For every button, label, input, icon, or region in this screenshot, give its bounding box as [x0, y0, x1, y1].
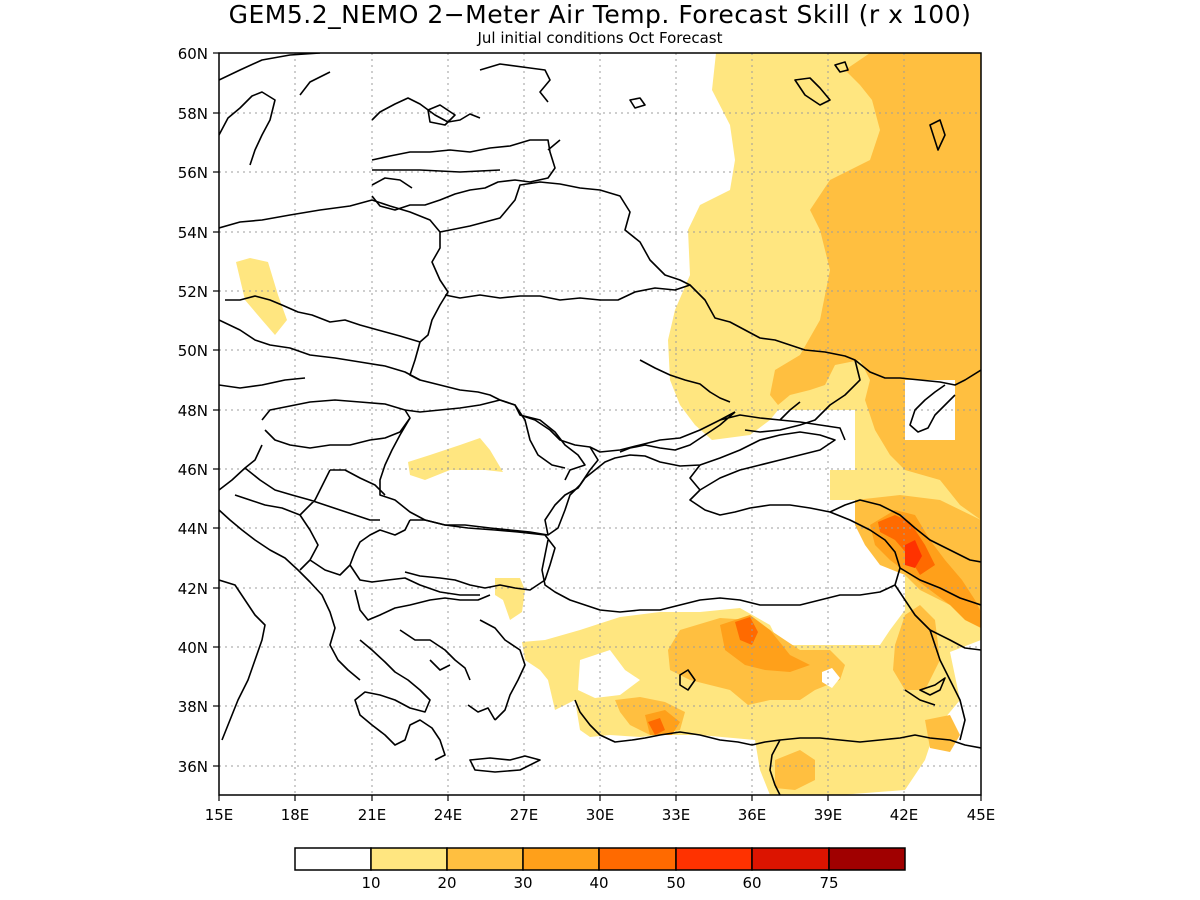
greece-coast	[354, 619, 541, 773]
map-subtitle: Jul initial conditions Oct Forecast	[477, 29, 723, 47]
black-sea-coast	[541, 431, 901, 613]
skill-area-50-60-caucasus	[905, 540, 922, 568]
lat-label: 56N	[178, 164, 208, 182]
skill-hole-azov	[905, 380, 955, 440]
colorbar-swatch	[828, 847, 906, 871]
lat-label: 46N	[178, 461, 208, 479]
lat-label: 58N	[178, 105, 208, 123]
axis-ticks	[213, 52, 982, 801]
lon-label: 18E	[281, 806, 310, 824]
east-turkey-borders	[894, 584, 981, 741]
slovakia-hungary	[219, 319, 421, 449]
lon-label: 27E	[510, 806, 539, 824]
lon-label: 33E	[662, 806, 691, 824]
colorbar-label: 75	[819, 874, 838, 892]
lakes	[427, 61, 946, 696]
lon-label: 45E	[967, 806, 996, 824]
lon-label: 39E	[814, 806, 843, 824]
volga-river	[639, 359, 731, 403]
bulgaria-border	[404, 519, 556, 591]
lon-label: 21E	[358, 806, 387, 824]
lat-label: 36N	[178, 758, 208, 776]
latitude-labels: 60N 58N 56N 54N 52N 50N 48N 46N 44N 42N …	[178, 45, 208, 776]
colorbar-swatch	[675, 847, 753, 871]
crimea-azov	[619, 401, 846, 491]
ukraine-border	[409, 284, 861, 453]
russia-coast	[829, 359, 981, 606]
baltic-states	[371, 139, 561, 211]
lon-label: 24E	[434, 806, 463, 824]
colorbar-label: 50	[666, 874, 685, 892]
skill-hole-turkey-east	[822, 668, 840, 688]
longitude-labels: 15E 18E 21E 24E 27E 30E 33E 36E 39E 42E …	[205, 806, 996, 824]
map-title: GEM5.2_NEMO 2−Meter Air Temp. Forecast S…	[228, 0, 972, 29]
colorbar-label: 30	[513, 874, 532, 892]
skill-hole-turkey	[578, 650, 640, 698]
lat-label: 60N	[178, 45, 208, 63]
lat-label: 54N	[178, 224, 208, 242]
turkey-south-coast	[574, 699, 981, 795]
lon-label: 42E	[890, 806, 919, 824]
skill-area-10-20-hungary	[236, 258, 287, 335]
poland-border	[219, 199, 449, 343]
colorbar-swatch	[522, 847, 600, 871]
lon-label: 36E	[738, 806, 767, 824]
colorbar-swatch	[446, 847, 524, 871]
lon-label: 15E	[205, 806, 234, 824]
colorbar-swatch	[370, 847, 448, 871]
colorbar-swatch	[751, 847, 830, 871]
colorbar-label: 10	[361, 874, 380, 892]
skill-area-10-20-romania	[408, 438, 503, 480]
colorbar: 10 20 30 40 50 60 75	[294, 847, 906, 892]
colorbar-swatch	[598, 847, 677, 871]
skill-area-20-30-southeast-turkey	[775, 750, 815, 790]
lat-label: 52N	[178, 283, 208, 301]
coastlines-borders	[219, 53, 981, 795]
lat-label: 38N	[178, 698, 208, 716]
lat-label: 42N	[178, 580, 208, 598]
belarus-border	[439, 181, 691, 301]
colorbar-label: 40	[589, 874, 608, 892]
colorbar-label: 60	[742, 874, 761, 892]
gridlines	[219, 53, 981, 795]
baltic-coast	[219, 53, 551, 189]
lat-label: 50N	[178, 342, 208, 360]
colorbar-label: 20	[437, 874, 456, 892]
skill-area-20-30-east-tip	[925, 715, 960, 752]
lon-label: 30E	[586, 806, 615, 824]
skill-area-40-50-turkey-south	[648, 718, 665, 735]
lat-label: 48N	[178, 402, 208, 420]
moldova-border	[519, 414, 586, 481]
skill-shading	[236, 53, 981, 795]
colorbar-swatch	[294, 847, 372, 871]
lat-label: 40N	[178, 639, 208, 657]
adriatic-coast	[219, 509, 361, 741]
lat-label: 44N	[178, 520, 208, 538]
balkans-borders	[219, 444, 491, 621]
